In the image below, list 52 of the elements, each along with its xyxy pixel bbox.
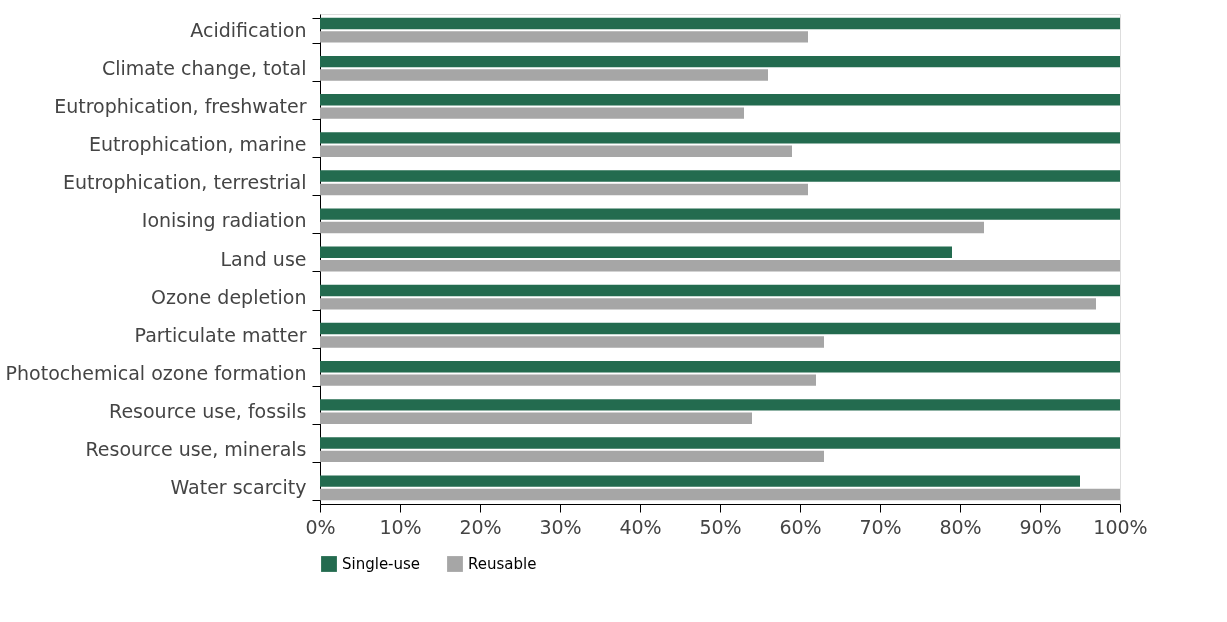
bar	[320, 170, 1120, 182]
y-tick-label: Ozone depletion	[151, 285, 307, 308]
bar	[320, 17, 1120, 30]
bar	[320, 488, 1120, 501]
y-tick-label: Particulate matter	[134, 323, 307, 346]
y-tick-label: Eutrophication, freshwater	[54, 94, 307, 117]
bar	[320, 107, 744, 119]
y-tick-label: Climate change, total	[101, 56, 307, 79]
x-tick-label: 60%	[779, 515, 822, 538]
bar	[320, 284, 1120, 297]
bar	[320, 69, 768, 81]
bar	[320, 450, 824, 463]
bar	[320, 246, 952, 258]
x-tick-label: 20%	[459, 515, 502, 538]
bar	[320, 336, 824, 348]
bar	[320, 183, 808, 196]
y-tick-label: Eutrophication, terrestrial	[62, 171, 307, 194]
x-tick-label: 100%	[1093, 515, 1148, 538]
y-tick-label: Resource use, minerals	[85, 438, 307, 461]
x-tick-label: 30%	[539, 515, 582, 538]
bar	[320, 145, 792, 157]
y-tick-label: Resource use, fossils	[109, 400, 307, 423]
x-tick-label: 70%	[859, 515, 902, 538]
legend-label: Single-use	[342, 555, 421, 573]
bar	[320, 361, 1120, 373]
bar	[320, 475, 1080, 487]
bar	[320, 298, 1096, 310]
y-tick-label: Water scarcity	[170, 476, 307, 499]
bar	[320, 132, 1120, 144]
bar	[320, 399, 1120, 411]
y-tick-label: Eutrophication, marine	[89, 133, 307, 156]
y-tick-label: Photochemical ozone formation	[5, 361, 307, 384]
y-tick-label: Acidification	[190, 18, 307, 41]
bar	[320, 55, 1120, 68]
bar	[320, 221, 984, 234]
bar	[320, 412, 752, 424]
bar	[320, 437, 1120, 449]
bar	[320, 94, 1120, 106]
bar	[320, 31, 808, 43]
bar	[320, 322, 1120, 335]
x-tick-label: 40%	[619, 515, 662, 538]
x-tick-label: 10%	[379, 515, 422, 538]
legend-label: Reusable	[468, 555, 537, 573]
y-tick-label: Ionising radiation	[141, 209, 307, 232]
bar	[320, 374, 816, 386]
x-tick-label: 80%	[939, 515, 982, 538]
x-tick-label: 0%	[305, 515, 336, 538]
x-tick-label: 90%	[1019, 515, 1062, 538]
y-tick-label: Land use	[220, 247, 307, 270]
bar	[320, 260, 1120, 272]
bar	[320, 208, 1120, 220]
x-tick-label: 50%	[699, 515, 742, 538]
